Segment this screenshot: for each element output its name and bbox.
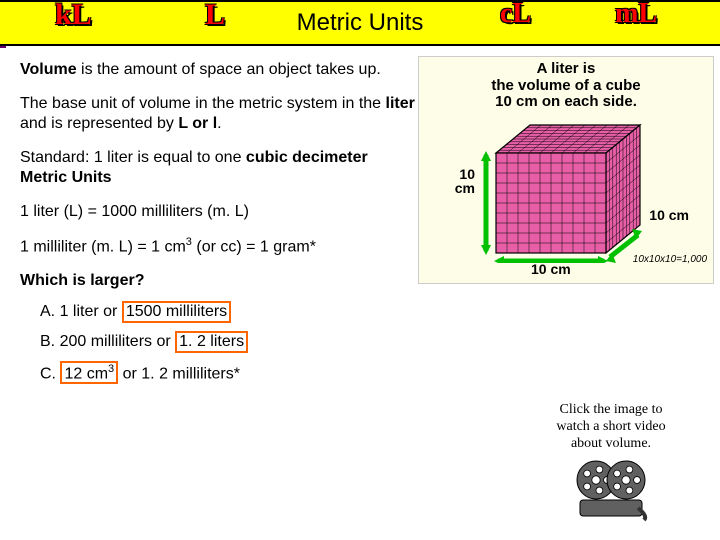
cube-svg	[466, 113, 666, 263]
vc2: watch a short video	[556, 419, 665, 434]
cube-label-right: 10 cm	[649, 207, 689, 223]
unit-kl: kL	[55, 0, 92, 32]
decimeter-term: cubic decimeter	[246, 149, 368, 166]
c-hl-t: 12 cm	[64, 365, 108, 382]
header-bar: Metric Units	[0, 0, 720, 46]
ct3: 10 cm on each side.	[495, 93, 637, 110]
cube-calc: 10x10x10=1,000	[633, 254, 707, 265]
para-conv1: 1 liter (L) = 1000 milliliters (m. L)	[20, 202, 420, 222]
ct2: the volume of a cube	[491, 77, 640, 94]
l-symbol: L or l	[178, 115, 217, 132]
cube-label-bottom: 10 cm	[531, 261, 571, 277]
answer-c: C. 12 cm3 or 1. 2 milliliters*	[40, 361, 240, 385]
ll: 10 cm	[455, 166, 475, 196]
c-highlight: 12 cm3	[60, 361, 118, 385]
ct1: A liter is	[537, 60, 596, 77]
b-highlight: 1. 2 liters	[175, 331, 248, 353]
answer-b: B. 200 milliliters or 1. 2 liters	[40, 331, 248, 353]
cube-label-left: 10 cm	[445, 167, 475, 195]
t6: (or cc) = 1 gram*	[192, 238, 316, 255]
video-link[interactable]: Click the image to watch a short video a…	[536, 402, 686, 522]
c-pre: C.	[40, 365, 60, 382]
cube-diagram: A liter is the volume of a cube 10 cm on…	[418, 56, 714, 284]
unit-ml: mL	[615, 0, 657, 30]
liter-term: liter	[386, 95, 415, 112]
t1: The base unit of volume in the metric sy…	[20, 95, 386, 112]
t4: Standard: 1 liter is equal to one	[20, 149, 246, 166]
sup3b: 3	[108, 363, 114, 375]
page-title: Metric Units	[297, 9, 424, 37]
para-baseunit: The base unit of volume in the metric sy…	[20, 94, 420, 134]
volume-def: is the amount of space an object takes u…	[77, 61, 381, 78]
cube-title: A liter is the volume of a cube 10 cm on…	[419, 57, 713, 111]
vc1: Click the image to	[559, 402, 662, 417]
metric-units-hdr: Metric Units	[20, 169, 112, 186]
left-column: Volume is the amount of space an object …	[20, 60, 420, 392]
unit-cl: cL	[500, 0, 531, 30]
answer-a: A. 1 liter or 1500 milliliters	[40, 301, 231, 323]
t2: and is represented by	[20, 115, 178, 132]
b-pre: B. 200 milliliters or	[40, 333, 175, 350]
question-prompt: Which is larger?	[20, 271, 420, 291]
volume-term: Volume	[20, 61, 77, 78]
para-conv2: 1 milliliter (m. L) = 1 cm3 (or cc) = 1 …	[20, 236, 420, 257]
film-reel-icon[interactable]	[572, 458, 650, 522]
video-caption: Click the image to watch a short video a…	[536, 402, 686, 452]
t5: 1 milliliter (m. L) = 1 cm	[20, 238, 186, 255]
unit-l: L	[205, 0, 225, 32]
a-pre: A. 1 liter or	[40, 303, 122, 320]
para-volume: Volume is the amount of space an object …	[20, 60, 420, 80]
t3: .	[217, 115, 221, 132]
c-post: or 1. 2 milliliters*	[118, 365, 240, 382]
vc3: about volume.	[571, 436, 651, 451]
a-highlight: 1500 milliliters	[122, 301, 231, 323]
para-standard: Standard: 1 liter is equal to one cubic …	[20, 148, 420, 188]
